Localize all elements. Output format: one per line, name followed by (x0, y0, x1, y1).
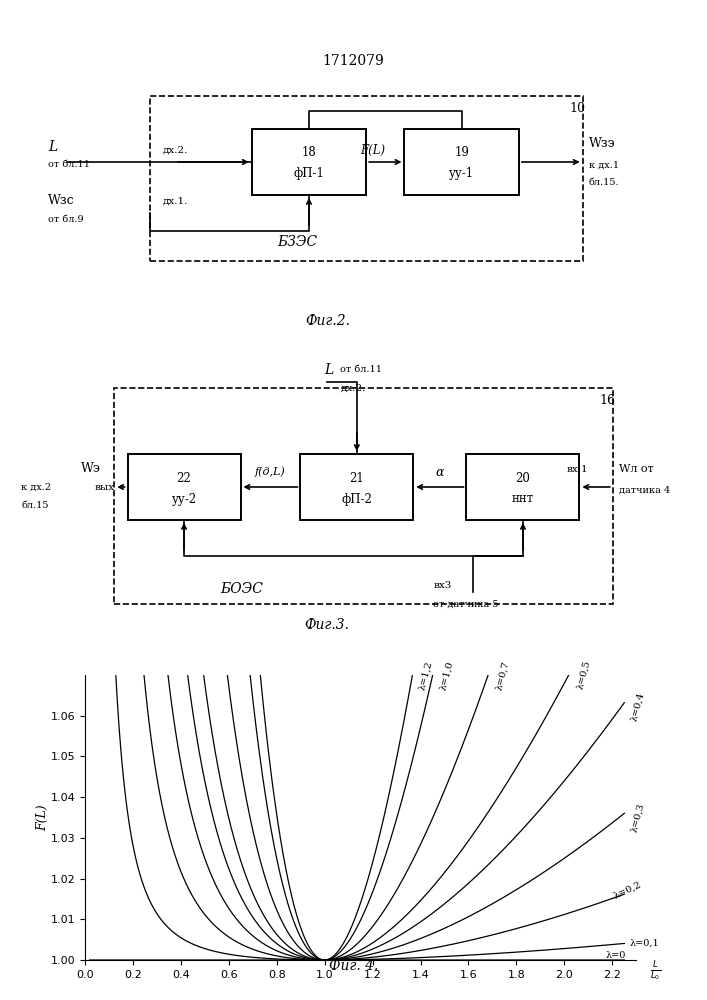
Text: 18: 18 (302, 146, 316, 159)
Text: Wзэ: Wзэ (589, 137, 616, 150)
Text: 1712079: 1712079 (322, 54, 385, 68)
Text: от бл.11: от бл.11 (48, 160, 90, 169)
Text: от бл.9: от бл.9 (48, 215, 83, 224)
Bar (467, 454, 580, 520)
Text: Фиг. 4.: Фиг. 4. (329, 959, 378, 973)
Text: f(д,L): f(д,L) (255, 467, 286, 477)
Text: Wл от: Wл от (619, 464, 654, 474)
Text: F(L): F(L) (360, 143, 385, 156)
Text: датчика 4: датчика 4 (619, 486, 670, 495)
Text: к дх.1: к дх.1 (589, 160, 619, 169)
Text: Wэ: Wэ (81, 462, 101, 476)
Bar (115, 388, 613, 604)
Text: λ=0,7: λ=0,7 (494, 660, 510, 691)
Text: уу-1: уу-1 (449, 167, 474, 180)
Text: уу-2: уу-2 (172, 492, 197, 506)
Text: фП-1: фП-1 (293, 167, 325, 180)
Text: бл.15.: бл.15. (589, 178, 619, 187)
Text: Фиг.2.: Фиг.2. (305, 314, 351, 328)
Text: λ=0,2: λ=0,2 (612, 880, 643, 900)
Bar (300, 454, 414, 520)
Text: L: L (48, 140, 57, 154)
Text: λ=0,4: λ=0,4 (629, 691, 645, 722)
Text: ннт: ннт (512, 492, 534, 506)
Text: λ=1,2: λ=1,2 (418, 660, 434, 691)
Text: дх.2.: дх.2. (340, 384, 366, 393)
Text: от датчика 5: от датчика 5 (433, 599, 498, 608)
Text: 16: 16 (600, 394, 615, 407)
Text: $\frac{L}{L_0}$: $\frac{L}{L_0}$ (650, 960, 661, 983)
Text: λ=0,1: λ=0,1 (629, 939, 659, 948)
Text: 19: 19 (454, 146, 469, 159)
Text: дх.2.: дх.2. (163, 145, 188, 154)
Bar (252, 129, 366, 195)
Text: вых: вых (94, 483, 115, 491)
Text: от бл.11: от бл.11 (340, 365, 382, 374)
Text: λ=0: λ=0 (605, 951, 626, 960)
Bar (150, 96, 583, 261)
Text: БОЭС: БОЭС (221, 582, 264, 596)
Text: Wзс: Wзс (48, 194, 75, 208)
Text: λ=0,3: λ=0,3 (629, 802, 645, 833)
Text: вх3: вх3 (433, 582, 452, 590)
Bar (127, 454, 240, 520)
Text: L: L (325, 363, 334, 377)
Text: БЗЭС: БЗЭС (277, 235, 317, 249)
Text: λ=0,5: λ=0,5 (575, 660, 592, 691)
Text: α: α (436, 466, 444, 479)
Text: 20: 20 (515, 472, 530, 485)
Text: λ=1,0: λ=1,0 (438, 661, 455, 692)
Bar (404, 129, 519, 195)
Text: фП-2: фП-2 (341, 492, 373, 506)
Y-axis label: F(L): F(L) (36, 804, 49, 831)
Text: 22: 22 (177, 472, 192, 485)
Text: вх.1: вх.1 (566, 464, 588, 474)
Text: 21: 21 (349, 472, 364, 485)
Text: дх.1.: дх.1. (163, 196, 188, 206)
Text: Фиг.3.: Фиг.3. (305, 618, 349, 632)
Text: к дх.2: к дх.2 (21, 483, 52, 491)
Text: бл.15: бл.15 (21, 500, 49, 510)
Text: 10: 10 (570, 102, 586, 115)
